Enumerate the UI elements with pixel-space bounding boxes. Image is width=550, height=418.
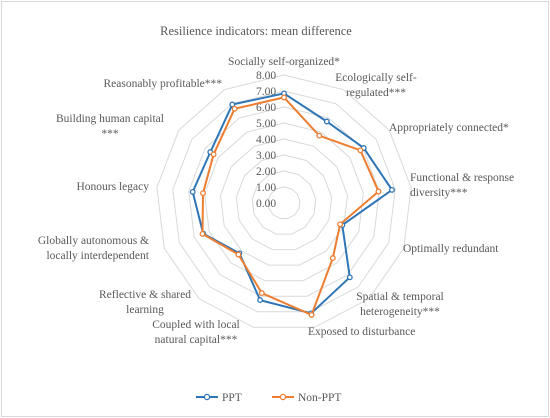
series-line	[191, 92, 394, 315]
legend-marker	[203, 393, 211, 401]
data-point	[316, 132, 323, 139]
category-label: Building human capital ***	[56, 113, 164, 140]
data-point	[210, 151, 217, 158]
data-point	[375, 188, 382, 195]
tick-label: 1.00	[256, 182, 276, 194]
grid-ring	[188, 106, 380, 297]
category-label: Coupled with local natural capital***	[152, 319, 240, 346]
category-label: Reasonably profitable***	[104, 78, 223, 90]
legend-label: PPT	[222, 392, 242, 404]
grid-ring	[172, 90, 396, 313]
category-labels: Socially self-organized* Ecologically sel…	[38, 56, 514, 346]
data-point	[229, 101, 236, 108]
category-label: Appropriately connected*	[389, 122, 509, 134]
chart-title: Resilience indicators: mean difference	[160, 24, 352, 38]
tick-label: 8.00	[256, 70, 276, 82]
category-label: Exposed to disturbance	[308, 326, 415, 338]
data-point	[281, 94, 287, 101]
legend-marker	[279, 393, 287, 401]
data-point	[357, 147, 364, 154]
data-point	[235, 251, 242, 258]
data-point	[323, 118, 330, 125]
category-label: Globally autonomous & locally interdepend…	[38, 235, 150, 262]
grid-ring	[267, 186, 301, 219]
category-label: Reflective & shared learning	[99, 289, 191, 316]
radar-grid	[156, 74, 412, 328]
data-point	[231, 105, 238, 112]
category-label: Socially self-organized*	[228, 56, 340, 68]
legend: PPT Non-PPT	[196, 392, 341, 404]
radial-tick-labels: 0.00 1.00 2.00 3.00 4.00 5.00 6.00 7.00 8.00	[256, 70, 276, 210]
grid-ring	[204, 122, 364, 282]
grid-ring	[235, 154, 333, 251]
tick-label: 4.00	[256, 134, 276, 146]
data-point	[189, 188, 196, 195]
tick-label: 3.00	[256, 150, 276, 162]
tick-label: 6.00	[256, 102, 276, 114]
data-point	[200, 190, 206, 197]
data-point	[337, 221, 344, 228]
grid-ring	[251, 170, 317, 235]
tick-label: 7.00	[256, 86, 276, 98]
category-label: Optimally redundant	[403, 243, 499, 255]
grid-ring	[156, 74, 412, 328]
category-label: Ecologically self-regulated***	[335, 72, 417, 99]
legend-label: Non-PPT	[298, 392, 341, 404]
data-point	[199, 230, 206, 237]
tick-label: 5.00	[256, 118, 276, 130]
category-label: Spatial & temporal heterogeneity***	[356, 291, 444, 318]
grid-ring	[219, 138, 349, 266]
data-point	[258, 290, 265, 297]
legend-item: PPT	[196, 392, 242, 404]
data-point	[257, 297, 264, 304]
series-non-ppt	[199, 94, 382, 318]
series-line	[201, 96, 380, 317]
data-point	[389, 186, 395, 193]
data-series	[189, 90, 395, 318]
legend-item: Non-PPT	[272, 392, 341, 404]
data-point	[308, 311, 315, 318]
data-point	[329, 255, 336, 262]
data-point	[346, 274, 353, 281]
category-label: Functional & response diversity***	[410, 172, 514, 199]
tick-label: 2.00	[256, 166, 276, 178]
category-label: Honours legacy	[77, 181, 150, 193]
tick-label: 0.00	[256, 198, 276, 210]
